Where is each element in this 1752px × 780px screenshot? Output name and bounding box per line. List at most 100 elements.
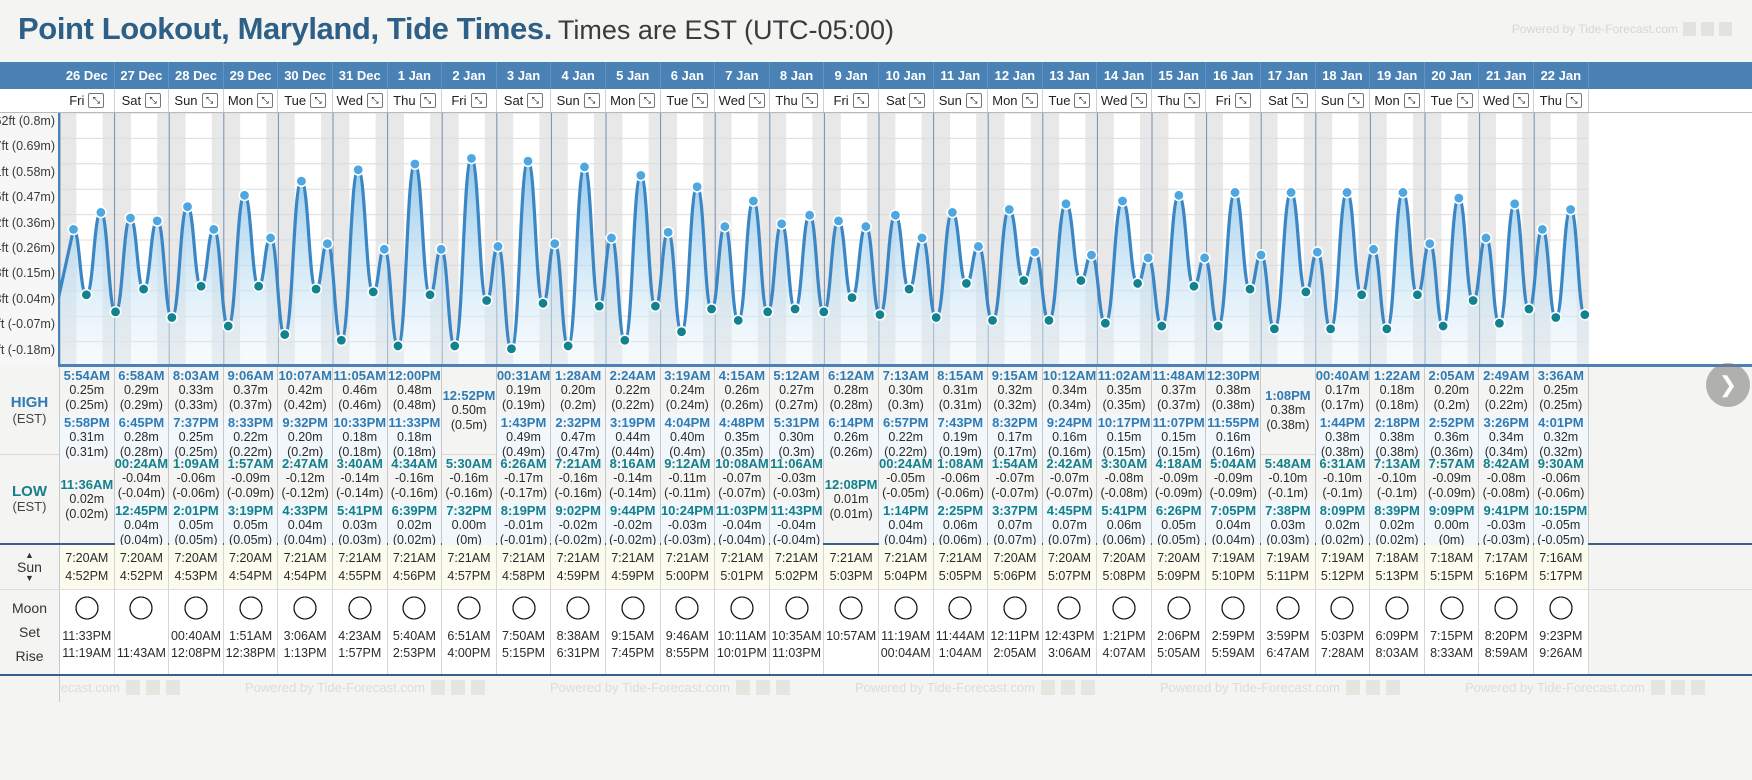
expand-day-icon[interactable]: ⤡ bbox=[1074, 93, 1091, 108]
expand-day-icon[interactable]: ⤡ bbox=[583, 93, 600, 108]
expand-day-icon[interactable]: ⤡ bbox=[1234, 93, 1251, 108]
high-tide-height: 0.32m bbox=[1543, 430, 1579, 445]
date-header-cell[interactable]: 8 Jan bbox=[770, 62, 825, 89]
expand-day-icon[interactable]: ⤡ bbox=[852, 93, 869, 108]
date-header-cell[interactable]: 14 Jan bbox=[1097, 62, 1152, 89]
moon-phase-icon bbox=[1220, 595, 1246, 624]
date-header-cell[interactable]: 6 Jan bbox=[661, 62, 716, 89]
date-header-cell[interactable]: 20 Jan bbox=[1425, 62, 1480, 89]
moon-cell: 4:23AM 1:57PM bbox=[332, 590, 388, 674]
high-tide-height: 0.18m bbox=[396, 430, 432, 445]
high-tide-height-alt: (0.3m) bbox=[887, 398, 924, 413]
high-tide-height-alt: (0.2m) bbox=[1433, 398, 1470, 413]
expand-day-icon[interactable]: ⤡ bbox=[692, 93, 709, 108]
low-tide-block: 3:40AM -0.14m (-0.14m) 5:41PM 0.03m (0.03m) bbox=[332, 455, 387, 549]
date-header-cell[interactable]: 9 Jan bbox=[824, 62, 879, 89]
date-header-cell[interactable]: 29 Dec bbox=[224, 62, 279, 89]
low-tide-entry: 6:26AM -0.17m (-0.17m) bbox=[497, 455, 551, 502]
expand-day-icon[interactable]: ⤡ bbox=[1513, 93, 1530, 108]
moon-phase-icon bbox=[674, 595, 700, 624]
low-tide-height: -0.11m bbox=[668, 471, 707, 486]
date-header-cell[interactable]: 2 Jan bbox=[442, 62, 497, 89]
low-tide-time: 5:04AM bbox=[1210, 456, 1257, 471]
high-tide-entry: 1:08PM 0.38m (0.38m) bbox=[1261, 367, 1315, 454]
date-header-cell[interactable]: 5 Jan bbox=[606, 62, 661, 89]
low-tide-block: 5:30AM -0.16m (-0.16m) 7:32PM 0.00m (0m) bbox=[442, 455, 496, 549]
expand-day-icon[interactable]: ⤡ bbox=[801, 93, 818, 108]
sunrise-arrow-icon: ▲ bbox=[25, 550, 34, 560]
expand-day-icon[interactable]: ⤡ bbox=[1291, 93, 1308, 108]
tide-day-column: 3:19AM 0.24m (0.24m) 4:04PM 0.40m (0.4m) 9:12A… bbox=[660, 367, 716, 549]
date-header-cell[interactable]: 22 Jan bbox=[1534, 62, 1589, 89]
expand-day-icon[interactable]: ⤡ bbox=[965, 93, 982, 108]
powered-by-top-label: Powered by Tide-Forecast.com bbox=[1511, 22, 1678, 36]
moon-cell: 11:19AM 00:04AM bbox=[878, 590, 934, 674]
date-header-cell[interactable]: 28 Dec bbox=[169, 62, 224, 89]
moon-cell: 11:44AM 1:04AM bbox=[933, 590, 989, 674]
expand-day-icon[interactable]: ⤡ bbox=[639, 93, 656, 108]
high-tide-height: 0.31m bbox=[942, 383, 978, 398]
expand-day-icon[interactable]: ⤡ bbox=[909, 93, 926, 108]
expand-day-icon[interactable]: ⤡ bbox=[88, 93, 105, 108]
tide-day-column: 6:12AM 0.28m (0.28m) 6:14PM 0.26m (0.26m) 12:0… bbox=[824, 367, 879, 543]
date-header-cell[interactable]: 10 Jan bbox=[879, 62, 934, 89]
expand-day-icon[interactable]: ⤡ bbox=[749, 93, 766, 108]
chevron-right-icon: ❯ bbox=[1718, 372, 1738, 397]
low-tide-time: 7:13AM bbox=[1373, 456, 1421, 471]
expand-day-icon[interactable]: ⤡ bbox=[419, 93, 436, 108]
high-tide-block: 7:13AM 0.30m (0.3m) 6:57PM 0.22m (0.22m) bbox=[878, 367, 933, 461]
low-tide-time: 6:39PM bbox=[391, 502, 438, 518]
expand-day-icon[interactable]: ⤡ bbox=[1403, 93, 1420, 108]
date-header-cell[interactable]: 27 Dec bbox=[115, 62, 170, 89]
expand-day-icon[interactable]: ⤡ bbox=[470, 93, 487, 108]
date-header-cell[interactable]: 13 Jan bbox=[1043, 62, 1098, 89]
high-tide-block: 4:15AM 0.26m (0.26m) 4:48PM 0.35m (0.35m) bbox=[715, 367, 769, 461]
date-header-cell[interactable]: 21 Jan bbox=[1479, 62, 1535, 89]
date-header-cell[interactable]: 19 Jan bbox=[1370, 62, 1425, 89]
expand-day-icon[interactable]: ⤡ bbox=[1348, 93, 1365, 108]
low-tide-entry: 1:14PM 0.04m (0.04m) bbox=[878, 501, 933, 549]
date-header-cell[interactable]: 30 Dec bbox=[278, 62, 333, 89]
date-header-cell[interactable]: 4 Jan bbox=[551, 62, 606, 89]
expand-day-icon[interactable]: ⤡ bbox=[1566, 93, 1583, 108]
date-header-cell[interactable]: 31 Dec bbox=[333, 62, 388, 89]
date-header-cell[interactable]: 15 Jan bbox=[1152, 62, 1207, 89]
expand-day-icon[interactable]: ⤡ bbox=[1456, 93, 1473, 108]
expand-day-icon[interactable]: ⤡ bbox=[527, 93, 544, 108]
low-tide-entry: 7:13AM -0.10m (-0.1m) bbox=[1370, 455, 1424, 502]
low-tide-height-alt: (-0.17m) bbox=[499, 486, 548, 501]
date-header-cell[interactable]: 1 Jan bbox=[388, 62, 443, 89]
sunrise-time: 7:21AM bbox=[556, 551, 600, 565]
expand-day-icon[interactable]: ⤡ bbox=[201, 93, 218, 108]
high-tide-height-alt: (0.22m) bbox=[611, 398, 655, 413]
high-tide-block: 10:12AM 0.34m (0.34m) 9:24PM 0.16m (0.16m) bbox=[1042, 367, 1097, 461]
expand-day-icon[interactable]: ⤡ bbox=[1183, 93, 1200, 108]
low-tide-height-alt: (0.02m) bbox=[65, 506, 109, 521]
low-tide-time: 8:16AM bbox=[609, 456, 656, 471]
low-tide-block: 6:26AM -0.17m (-0.17m) 8:19PM -0.01m (-0.01m) bbox=[496, 455, 551, 549]
date-header-cell[interactable]: 16 Jan bbox=[1206, 62, 1262, 89]
date-header-cell[interactable]: 26 Dec bbox=[60, 62, 115, 89]
expand-day-icon[interactable]: ⤡ bbox=[1131, 93, 1148, 108]
date-header-cell[interactable]: 12 Jan bbox=[988, 62, 1043, 89]
high-tide-block: 11:48AM 0.37m (0.37m) 11:07PM 0.15m (0.15m) bbox=[1151, 367, 1206, 461]
powered-by-label: Powered by Tide-Forecast.com bbox=[1465, 680, 1645, 695]
date-header-cell[interactable]: 11 Jan bbox=[934, 62, 989, 89]
date-header-cell[interactable]: 17 Jan bbox=[1261, 62, 1316, 89]
scroll-next-button[interactable]: ❯ bbox=[1706, 363, 1750, 407]
expand-day-icon[interactable]: ⤡ bbox=[310, 93, 327, 108]
date-header-cell[interactable]: 3 Jan bbox=[497, 62, 552, 89]
expand-day-icon[interactable]: ⤡ bbox=[1021, 93, 1038, 108]
date-header-cell[interactable]: 7 Jan bbox=[715, 62, 770, 89]
date-header-cell[interactable]: 18 Jan bbox=[1316, 62, 1371, 89]
moon-cell: 10:57AM bbox=[824, 590, 879, 674]
low-tide-height: -0.07m bbox=[995, 471, 1035, 486]
expand-day-icon[interactable]: ⤡ bbox=[367, 93, 384, 108]
high-tide-block: 6:58AM 0.29m (0.29m) 6:45PM 0.28m (0.28m) bbox=[114, 367, 169, 461]
expand-day-icon[interactable]: ⤡ bbox=[145, 93, 162, 108]
low-tide-entry: 8:19PM -0.01m (-0.01m) bbox=[496, 501, 551, 549]
high-tide-block: 11:05AM 0.46m (0.46m) 10:33PM 0.18m (0.18m) bbox=[332, 367, 387, 461]
low-tide-height-alt: (-0.08m) bbox=[1482, 486, 1530, 501]
moon-phase-icon bbox=[784, 595, 810, 624]
expand-day-icon[interactable]: ⤡ bbox=[257, 93, 274, 108]
